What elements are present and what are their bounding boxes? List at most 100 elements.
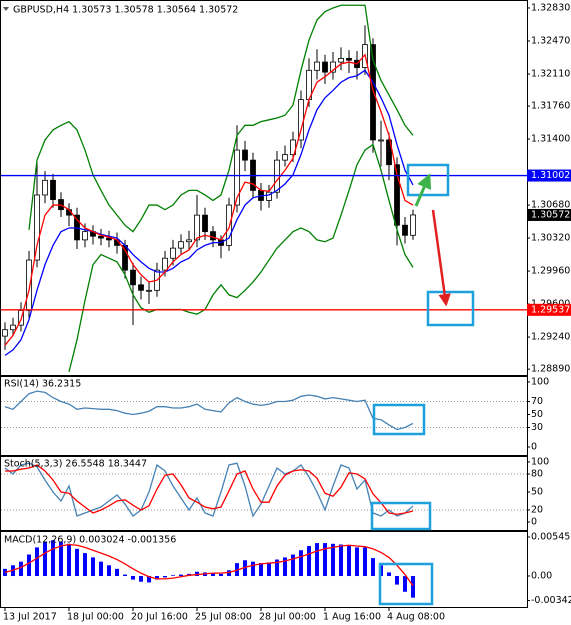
x-tick-label: 25 Jul 08:00 [195,612,252,623]
histogram-bar [371,558,375,577]
histogram-bar [107,565,111,577]
y-tick-label: 1.31400 [531,134,570,145]
y-tick-label: 30 [531,422,543,433]
candle-body [322,61,328,73]
candle-body [226,204,232,246]
indicator-line [4,462,414,518]
histogram-bar [291,554,295,577]
y-tick-label: 0 [531,442,537,453]
candle-body [170,247,176,259]
histogram-bar [139,576,143,582]
histogram-bar [75,548,79,577]
histogram-bar [123,574,127,577]
rsi-panel-frame [0,376,528,456]
indicator-line [4,543,414,587]
price-tag-label: 1.31002 [531,170,570,181]
candle-body [26,259,32,311]
candle-body [34,194,40,261]
x-tick-label: 20 Jul 16:00 [131,612,188,623]
y-tick-label: 1.30320 [531,233,570,244]
histogram-bar [403,576,407,592]
candle-body [234,149,240,206]
panel [1,390,527,431]
indicator-line [4,53,414,346]
x-tick-label: 1 Aug 16:00 [323,612,381,623]
histogram-bar [387,572,391,577]
histogram-bar [259,563,263,577]
y-tick-label: 20 [531,505,543,516]
histogram-bar [59,541,63,577]
histogram-bar [275,559,279,577]
highlight-box [406,163,450,197]
candle-body [210,231,216,241]
histogram-bar [363,547,367,577]
histogram-bar [83,553,87,577]
histogram-bar [219,573,223,577]
histogram-bar [171,575,175,577]
highlight-box [372,403,426,436]
histogram-bar [43,541,47,577]
y-tick-label: 100 [531,377,549,388]
y-tick-label: 1.29960 [531,266,570,277]
candle-body [42,179,48,196]
y-tick-label: 1.31760 [531,101,570,112]
panel [1,462,527,518]
histogram-bar [395,576,399,585]
y-tick-label: -0.003428 [531,595,571,606]
y-tick-label: 1.28890 [531,364,570,375]
candle-body [266,191,272,201]
indicator-line [5,464,414,515]
y-tick-label: 0 [531,517,537,528]
chart-title: GBPUSD,H4 1.30573 1.30578 1.30564 1.3057… [13,5,238,16]
panel [1,4,527,373]
candle-body [178,241,184,249]
candle-body [394,164,400,226]
histogram-bar [91,557,95,577]
histogram-bar [3,568,7,577]
indicator-line [4,69,414,356]
histogram-bar [115,568,119,577]
candle-body [10,324,16,331]
candle-body [82,231,88,241]
last-price-tag [527,208,571,221]
stoch-title: Stoch(5,3,3) 26.5548 18.3447 [4,459,147,470]
candle-body [338,57,344,63]
histogram-bar [307,545,311,577]
histogram-bar [411,576,415,598]
histogram-bar [331,543,335,577]
candle-body [202,214,208,233]
candle-body [138,284,144,291]
histogram-bar [179,574,183,577]
price-tag [527,303,571,316]
candle-body [186,239,192,243]
rsi-title: RSI(14) 36.2315 [4,379,81,390]
y-tick-label: 1.32110 [531,68,570,79]
macd-panel-frame [0,531,528,608]
candle-body [106,237,112,241]
highlight-box [426,290,475,327]
arrow-up [414,173,432,207]
candle-body [410,214,416,236]
histogram-bar [27,554,31,577]
y-tick-label: 70 [531,396,543,407]
indicator-line [68,143,414,373]
candle-body [2,329,8,337]
histogram-bar [131,576,135,580]
candle-body [330,61,336,73]
highlight-box [378,562,434,606]
histogram-bar [347,545,351,577]
histogram-bar [267,562,271,577]
histogram-bar [299,550,303,577]
y-tick-label: 50 [531,486,543,497]
histogram-bar [251,561,255,577]
candle-body [386,139,392,166]
candle-body [242,149,248,161]
histogram-bar [243,560,247,577]
macd-title: MACD(12,26,9) 0.003024 -0.001356 [4,535,176,546]
y-tick-label: 1.30680 [531,200,570,211]
histogram-bar [19,561,23,577]
y-tick-label: 1.32830 [531,2,570,13]
histogram-bar [35,547,39,577]
histogram-bar [227,570,231,577]
